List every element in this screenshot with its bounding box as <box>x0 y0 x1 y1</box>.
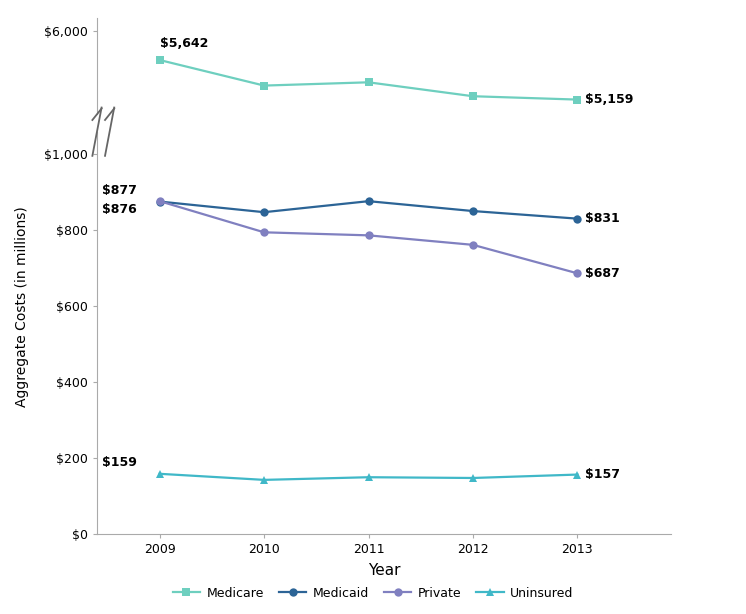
X-axis label: Year: Year <box>368 563 401 578</box>
Text: $687: $687 <box>585 267 619 280</box>
Text: $5,159: $5,159 <box>585 93 633 106</box>
Text: $831: $831 <box>585 212 619 225</box>
Text: $5,642: $5,642 <box>160 37 208 50</box>
Text: $876: $876 <box>102 203 137 217</box>
Text: Aggregate Costs (in millions): Aggregate Costs (in millions) <box>16 207 29 407</box>
Text: $157: $157 <box>585 468 620 481</box>
Text: $159: $159 <box>102 456 137 469</box>
Text: $877: $877 <box>102 184 137 196</box>
Legend: Medicare, Medicaid, Private, Uninsured: Medicare, Medicaid, Private, Uninsured <box>168 581 578 605</box>
